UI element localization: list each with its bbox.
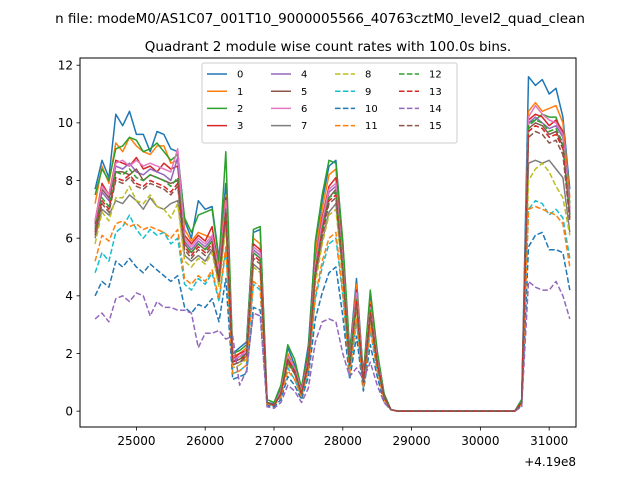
legend-label-8: 8 <box>365 70 371 81</box>
legend-label-13: 13 <box>429 87 442 98</box>
legend-label-5: 5 <box>301 87 307 98</box>
legend-label-0: 0 <box>237 70 243 81</box>
chart-title: Quadrant 2 module wise count rates with … <box>145 39 511 55</box>
y-tick-label: 0 <box>65 404 73 418</box>
series-line-15 <box>94 130 571 412</box>
series-line-7 <box>94 159 571 412</box>
series-line-1 <box>94 101 571 412</box>
y-tick-label: 10 <box>58 116 73 130</box>
legend-label-6: 6 <box>301 104 307 115</box>
x-offset-label: +4.19e8 <box>524 455 576 469</box>
axis-ticks: 25000 26000 27000 28000 29000 30000 31000 0 2 4 6 8… <box>58 59 569 448</box>
legend-frame <box>201 62 458 144</box>
x-tick-label: 30000 <box>461 434 499 448</box>
legend-label-14: 14 <box>429 104 442 115</box>
series-line-10 <box>94 231 571 412</box>
series-line-3 <box>94 113 571 412</box>
figure-suptitle: n file: modeM0/AS1C07_001T10_9000005566_… <box>55 11 585 27</box>
series-line-9 <box>94 199 571 412</box>
legend-label-2: 2 <box>237 104 243 115</box>
y-tick-label: 4 <box>65 289 73 303</box>
x-tick-label: 31000 <box>530 434 568 448</box>
legend-label-9: 9 <box>365 87 371 98</box>
legend-label-1: 1 <box>237 87 243 98</box>
y-tick-label: 2 <box>65 347 73 361</box>
series-line-2 <box>94 113 571 412</box>
legend-label-12: 12 <box>429 70 442 81</box>
x-tick-label: 29000 <box>392 434 430 448</box>
series-line-14 <box>94 280 571 412</box>
plot-area <box>94 75 571 412</box>
x-tick-label: 26000 <box>186 434 224 448</box>
x-tick-label: 28000 <box>324 434 362 448</box>
series-line-13 <box>94 124 571 412</box>
y-tick-label: 12 <box>58 59 73 73</box>
legend-label-4: 4 <box>301 70 307 81</box>
x-tick-label: 27000 <box>255 434 293 448</box>
legend-label-11: 11 <box>365 121 378 132</box>
y-tick-label: 6 <box>65 231 73 245</box>
legend-label-3: 3 <box>237 121 243 132</box>
x-tick-label: 25000 <box>117 434 155 448</box>
legend-label-15: 15 <box>429 121 442 132</box>
legend-label-10: 10 <box>365 104 378 115</box>
axes-frame <box>79 57 577 428</box>
y-tick-label: 8 <box>65 174 73 188</box>
legend-label-7: 7 <box>301 121 307 132</box>
